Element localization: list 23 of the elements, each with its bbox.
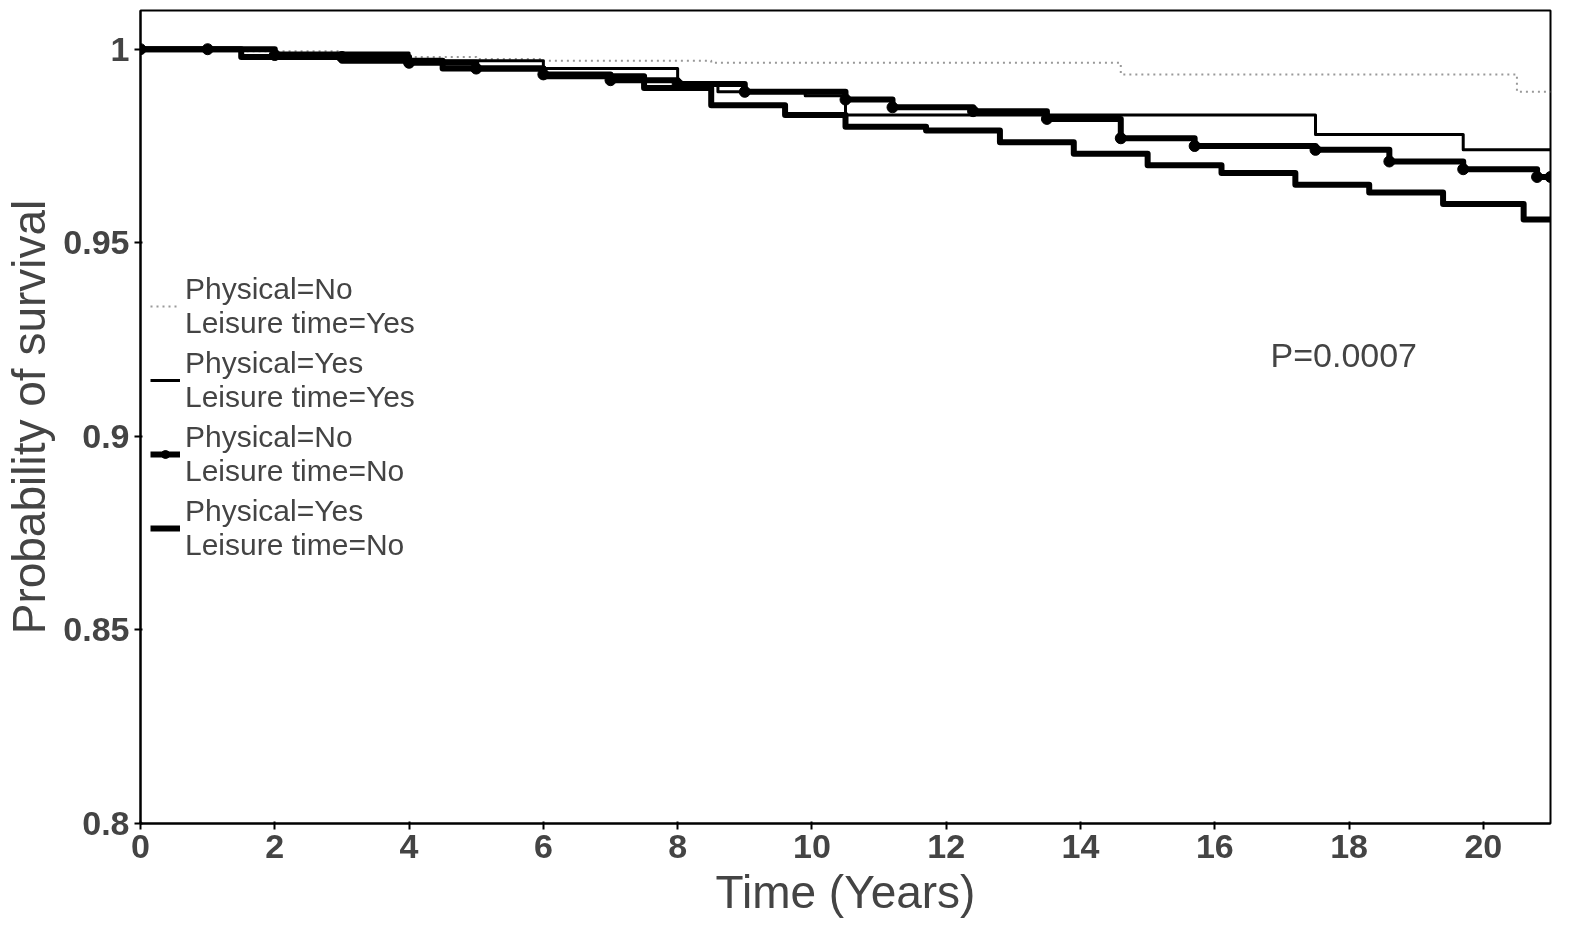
- x-tick-label: 18: [1330, 826, 1368, 865]
- y-tick-label: 0.95: [63, 223, 130, 262]
- legend-label: Physical=Yes Leisure time=No: [185, 493, 405, 562]
- y-tick-label: 0.85: [63, 610, 130, 649]
- y-tick-label: 0.9: [82, 416, 130, 455]
- x-tick-label: 0: [131, 826, 150, 865]
- annotation: P=0.0007: [1270, 335, 1418, 374]
- y-tick-label: 1: [110, 29, 130, 68]
- legend-label: Physical=No Leisure time=Yes: [185, 271, 415, 340]
- x-tick-label: 14: [1061, 826, 1100, 865]
- x-tick-label: 2: [265, 826, 285, 865]
- x-tick-label: 4: [399, 826, 419, 865]
- legend-label: Physical=Yes Leisure time=Yes: [185, 345, 415, 414]
- x-axis-title: Time (Years): [715, 865, 976, 918]
- x-tick-label: 20: [1464, 826, 1503, 865]
- y-axis-title: Probability of survival: [3, 199, 56, 635]
- x-tick-label: 12: [927, 826, 966, 865]
- x-tick-label: 8: [668, 826, 688, 865]
- legend-label: Physical=No Leisure time=No: [185, 419, 405, 488]
- x-tick-label: 10: [793, 826, 831, 865]
- y-tick-label: 0.8: [82, 804, 130, 842]
- x-tick-label: 16: [1195, 826, 1234, 865]
- x-tick-label: 6: [533, 826, 553, 865]
